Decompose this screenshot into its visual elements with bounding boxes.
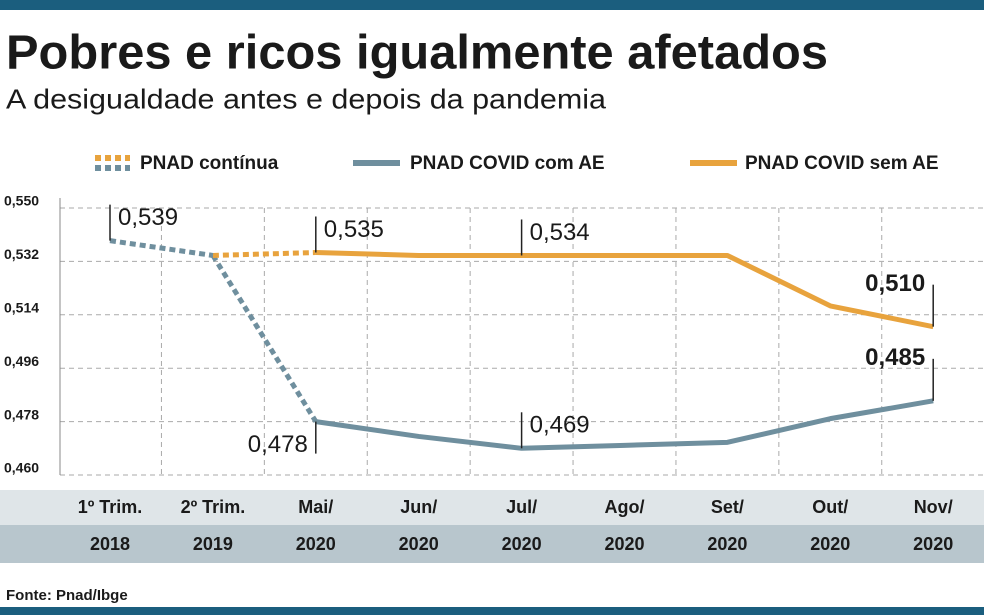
top-bar [0,0,984,10]
x-tick-label: Out/ [812,497,848,517]
data-label: 0,469 [530,412,590,439]
x-tick-label: Jun/ [400,497,437,517]
y-tick-label: 0,550 [4,193,39,209]
x-tick-label: 2020 [502,534,542,554]
data-label: 0,534 [530,219,590,246]
line [315,250,934,330]
y-tick-label: 0,478 [4,406,39,422]
x-tick-label: 2019 [193,534,233,554]
chart-subtitle: A desigualdade antes e depois da pandemi… [6,83,606,114]
category-band [0,490,984,525]
x-tick-label: Mai/ [298,497,333,517]
connector-line [212,250,316,258]
x-tick-label: 2020 [913,534,953,554]
x-tick-label: Ago/ [605,497,645,517]
data-label: 0,478 [248,431,308,458]
x-tick-label: Jul/ [506,497,537,517]
x-tick-label: Set/ [711,497,744,517]
line [315,398,934,451]
legend-label: PNAD COVID com AE [410,153,605,174]
y-tick-label: 0,532 [4,246,39,262]
x-tick-label: 2020 [604,534,644,554]
category-band [0,525,984,563]
bottom-bar [0,607,984,615]
y-tick-label: 0,460 [4,460,39,476]
data-label: 0,510 [865,270,925,297]
line [109,238,214,258]
y-tick-label: 0,514 [4,300,39,316]
legend-label: PNAD COVID sem AE [745,153,939,174]
chart-title: Pobres e ricos igualmente afetados [6,27,828,80]
legend-label: PNAD contínua [140,153,279,174]
x-tick-label: 2º Trim. [181,497,246,517]
x-tick-label: 2020 [707,534,747,554]
x-tick-label: 2020 [296,534,336,554]
source: Fonte: Pnad/Ibge [6,587,128,604]
x-tick-label: 2020 [399,534,439,554]
data-label: 0,535 [324,216,384,243]
x-tick-label: 2018 [90,534,130,554]
x-tick-label: 2020 [810,534,850,554]
x-tick-label: Nov/ [914,497,953,517]
data-label: 0,539 [118,204,178,231]
y-tick-label: 0,496 [4,353,39,369]
connector-line [210,254,318,423]
data-label: 0,485 [865,344,925,371]
x-tick-label: 1º Trim. [78,497,143,517]
